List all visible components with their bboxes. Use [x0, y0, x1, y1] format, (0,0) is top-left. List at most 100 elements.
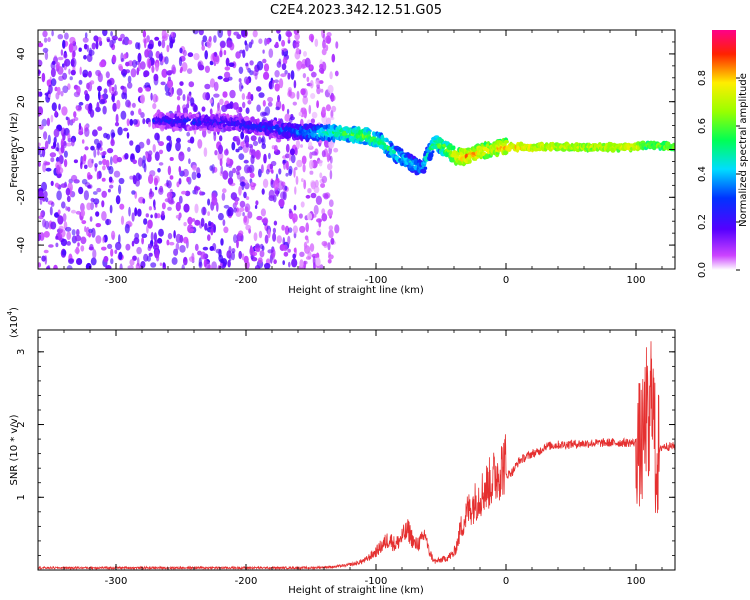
heatmap-cell	[228, 170, 234, 178]
heatmap-cell	[295, 47, 300, 55]
heatmap-cell	[301, 107, 307, 115]
heatmap-cell	[262, 49, 265, 54]
heatmap-cell	[153, 232, 157, 242]
heatmap-cell	[263, 153, 267, 164]
heatmap-cell	[94, 163, 98, 168]
heatmap-cell	[283, 251, 289, 257]
heatmap-cell	[69, 187, 72, 197]
heatmap-cell	[62, 39, 66, 49]
heatmap-cell	[148, 150, 153, 156]
heatmap-cell	[306, 76, 310, 83]
heatmap-cell	[268, 189, 275, 199]
heatmap-cell	[62, 72, 68, 80]
heatmap-cell	[216, 202, 219, 212]
heatmap-cell	[258, 92, 265, 98]
heatmap-cell	[197, 250, 202, 256]
heatmap-cell	[210, 228, 214, 236]
heatmap-cell	[95, 40, 99, 50]
heatmap-cell	[122, 72, 126, 78]
heatmap-cell	[143, 218, 148, 225]
heatmap-cell	[260, 138, 264, 143]
heatmap-cell	[234, 200, 239, 205]
heatmap-cell	[152, 144, 156, 153]
heatmap-cell	[175, 214, 181, 219]
heatmap-cell	[287, 235, 291, 245]
heatmap-cell	[43, 231, 50, 238]
heatmap-cell	[39, 198, 43, 205]
heatmap-cell	[333, 147, 339, 153]
heatmap-cell	[272, 79, 275, 84]
heatmap-cell	[121, 92, 126, 100]
heatmap-cell	[118, 177, 125, 185]
heatmap-cell	[291, 258, 298, 268]
heatmap-cell	[176, 104, 181, 114]
heatmap-cell	[38, 262, 42, 268]
heatmap-cell	[154, 186, 158, 191]
x-tick-label: -100	[365, 275, 388, 286]
spectrogram-xlabel: Height of straight line (km)	[288, 285, 424, 296]
heatmap-cell	[207, 198, 211, 206]
heatmap-cell	[321, 150, 326, 158]
heatmap-cell	[166, 180, 172, 189]
heatmap-cell	[55, 235, 59, 240]
heatmap-cell	[147, 219, 153, 229]
heatmap-cell	[125, 243, 131, 251]
heatmap-cell	[80, 245, 85, 252]
heatmap-cell	[273, 179, 279, 190]
heatmap-cell	[232, 167, 237, 174]
heatmap-cell	[119, 263, 123, 269]
heatmap-cell	[106, 38, 110, 43]
heatmap-cell	[192, 30, 199, 35]
heatmap-cell	[110, 31, 113, 37]
heatmap-cell	[263, 63, 270, 72]
heatmap-cell	[205, 261, 211, 269]
heatmap-cell	[229, 89, 236, 99]
heatmap-cell	[169, 157, 174, 161]
heatmap-cell	[96, 171, 100, 180]
heatmap-cell	[133, 237, 140, 245]
heatmap-cell	[179, 245, 186, 253]
heatmap-cell	[194, 185, 199, 195]
heatmap-cell	[252, 140, 259, 147]
heatmap-cell	[303, 260, 307, 269]
heatmap-cell	[316, 86, 321, 95]
heatmap-cell	[204, 50, 208, 60]
heatmap-cell	[56, 190, 62, 201]
heatmap-cell	[211, 195, 218, 206]
heatmap-cell	[178, 195, 183, 204]
heatmap-cell	[245, 107, 250, 114]
heatmap-cell	[285, 153, 290, 159]
heatmap-cell	[198, 257, 202, 267]
heatmap-cell	[75, 246, 80, 255]
heatmap-cell	[61, 249, 67, 256]
heatmap-cell	[124, 69, 131, 74]
heatmap-cell	[88, 232, 92, 238]
heatmap-cell	[187, 147, 191, 152]
heatmap-cell	[267, 101, 273, 107]
heatmap-cell	[145, 213, 149, 218]
heatmap-cell	[43, 37, 48, 43]
heatmap-cell	[260, 111, 267, 117]
heatmap-cell	[182, 49, 187, 57]
heatmap-cell	[238, 146, 243, 151]
heatmap-cell	[331, 53, 336, 63]
heatmap-cell	[288, 165, 293, 175]
heatmap-cell	[211, 261, 217, 269]
heatmap-cell	[118, 234, 121, 244]
heatmap-cell	[171, 257, 178, 265]
heatmap-cell	[218, 144, 223, 155]
heatmap-cell	[167, 206, 172, 211]
heatmap-cell	[191, 252, 195, 261]
heatmap-cell	[116, 99, 121, 110]
heatmap-cell	[293, 80, 297, 89]
heatmap-cell	[41, 118, 48, 127]
heatmap-cell	[41, 72, 46, 83]
heatmap-cell	[194, 243, 199, 251]
heatmap-cell	[182, 94, 186, 101]
heatmap-cell	[256, 118, 260, 124]
heatmap-cell	[227, 177, 234, 185]
heatmap-cell	[101, 211, 107, 221]
x-tick-label: -300	[105, 275, 128, 286]
heatmap-cell	[238, 78, 242, 83]
